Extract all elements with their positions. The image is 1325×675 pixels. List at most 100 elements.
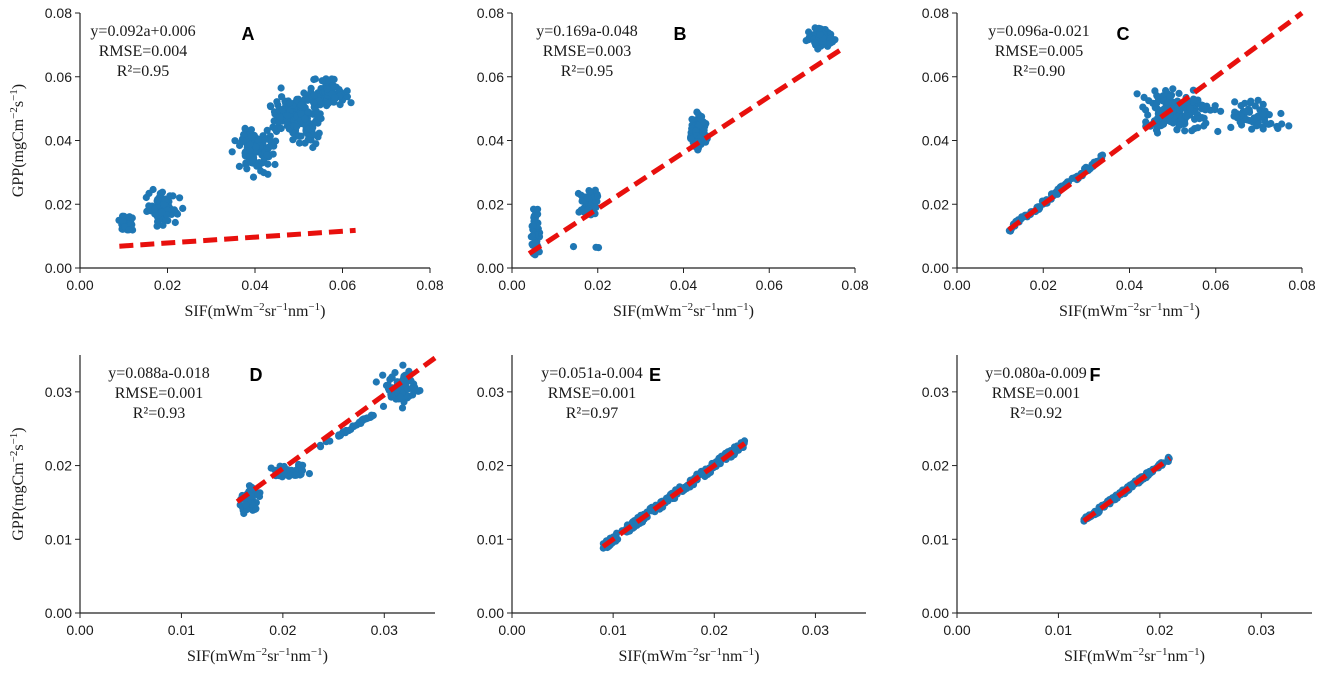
data-point xyxy=(239,137,247,145)
x-axis-label-part: sr xyxy=(693,303,705,320)
x-tick-label: 0.08 xyxy=(416,277,443,293)
regression-equation: y=0.092a+0.006 xyxy=(90,23,195,40)
data-point xyxy=(1265,111,1273,119)
data-point xyxy=(1195,115,1203,123)
regression-fit-line xyxy=(1007,10,1304,232)
y-tick-label: 0.06 xyxy=(45,69,72,85)
data-point xyxy=(318,77,326,85)
panel-A: 0.00 0.02 0.04 0.06 0.08 0.00 0.02 0.04 0.06 0.08… xyxy=(8,5,444,320)
data-point xyxy=(1169,85,1177,93)
data-point xyxy=(240,131,248,139)
x-axis-label: SIF(mWm−2sr−1nm−1) xyxy=(187,646,328,665)
data-point xyxy=(304,108,312,116)
data-point xyxy=(324,99,332,107)
x-axis-label-part: SIF(mWm xyxy=(1064,648,1133,665)
data-point xyxy=(396,393,405,401)
data-point xyxy=(583,194,592,202)
rmse-label: RMSE=0.005 xyxy=(995,43,1084,60)
data-point xyxy=(158,208,166,217)
x-axis-label: SIF(mWm−2sr−1nm−1) xyxy=(613,301,754,320)
x-axis-label-part: ) xyxy=(1195,303,1200,320)
data-point xyxy=(1274,124,1282,133)
data-point xyxy=(235,162,243,170)
data-point xyxy=(119,217,127,225)
x-axis-label-part: sr xyxy=(699,648,711,665)
y-axis-label-part: ) xyxy=(10,427,27,432)
data-point xyxy=(805,28,813,36)
data-point xyxy=(264,160,272,168)
data-point xyxy=(1277,109,1285,118)
data-point xyxy=(1164,98,1172,107)
data-point xyxy=(297,110,305,118)
y-tick-label: 0.00 xyxy=(45,605,72,621)
data-point xyxy=(1199,101,1207,110)
data-point xyxy=(176,194,184,202)
x-axis-label-part: −1 xyxy=(1151,301,1163,313)
data-point xyxy=(1259,110,1267,119)
y-tick-label: 0.01 xyxy=(922,531,949,547)
data-point xyxy=(160,200,168,209)
data-point xyxy=(569,243,578,251)
data-point xyxy=(249,173,258,181)
data-point xyxy=(1181,127,1189,135)
data-point xyxy=(1247,97,1255,105)
data-point xyxy=(278,105,286,114)
x-axis-label-part: −1 xyxy=(1188,646,1200,658)
x-tick-label: 0.02 xyxy=(1030,277,1057,293)
data-point xyxy=(1189,95,1198,103)
data-point xyxy=(309,124,317,132)
y-tick-label: 0.06 xyxy=(922,69,949,85)
data-point xyxy=(247,492,255,500)
y-tick-label: 0.00 xyxy=(922,605,949,621)
data-point xyxy=(228,148,236,156)
data-point xyxy=(252,143,260,151)
data-point xyxy=(301,115,309,123)
x-axis-label-part: nm xyxy=(288,303,309,320)
x-axis-label-part: −1 xyxy=(276,301,288,313)
data-point xyxy=(1248,125,1256,133)
x-tick-label: 0.02 xyxy=(701,622,728,638)
data-point xyxy=(315,129,323,137)
data-point xyxy=(249,156,257,164)
data-point xyxy=(260,169,268,177)
x-tick-label: 0.01 xyxy=(600,622,627,638)
data-point xyxy=(347,99,355,107)
data-point xyxy=(286,99,294,107)
data-point xyxy=(1214,127,1222,136)
data-point xyxy=(295,132,303,140)
data-point xyxy=(307,84,315,92)
y-tick-label: 0.03 xyxy=(45,384,72,400)
data-point xyxy=(166,192,174,200)
y-tick-label: 0.04 xyxy=(477,133,504,149)
x-axis-label-part: SIF(mWm xyxy=(619,648,688,665)
data-point xyxy=(265,143,273,151)
r-squared-label: R²=0.90 xyxy=(1013,63,1066,80)
data-point xyxy=(171,218,179,227)
rmse-label: RMSE=0.001 xyxy=(992,385,1081,402)
rmse-label: RMSE=0.001 xyxy=(115,385,204,402)
regression-fit-line xyxy=(601,441,747,549)
x-axis-label-part: ) xyxy=(320,303,325,320)
data-point xyxy=(254,136,263,144)
x-axis-label-part: SIF(mWm xyxy=(613,303,682,320)
y-axis-label-part: −1 xyxy=(8,89,20,101)
data-point xyxy=(688,115,696,123)
x-axis-label-part: sr xyxy=(265,303,277,320)
x-axis-label-part: −1 xyxy=(279,646,291,658)
y-tick-label: 0.02 xyxy=(922,196,949,212)
x-axis-label-part: ) xyxy=(749,303,754,320)
x-axis-label-part: −2 xyxy=(253,301,265,313)
data-point xyxy=(1186,104,1194,112)
data-point xyxy=(811,39,819,47)
y-tick-label: 0.08 xyxy=(477,5,504,21)
data-point xyxy=(343,87,351,95)
data-point xyxy=(591,186,599,194)
data-point xyxy=(398,404,407,412)
r-squared-label: R²=0.95 xyxy=(117,63,170,80)
data-point xyxy=(814,45,822,53)
data-point xyxy=(1227,123,1235,131)
x-axis-label-part: −2 xyxy=(1132,646,1144,658)
data-point xyxy=(241,124,249,132)
data-point xyxy=(388,373,396,381)
data-point xyxy=(305,470,313,478)
